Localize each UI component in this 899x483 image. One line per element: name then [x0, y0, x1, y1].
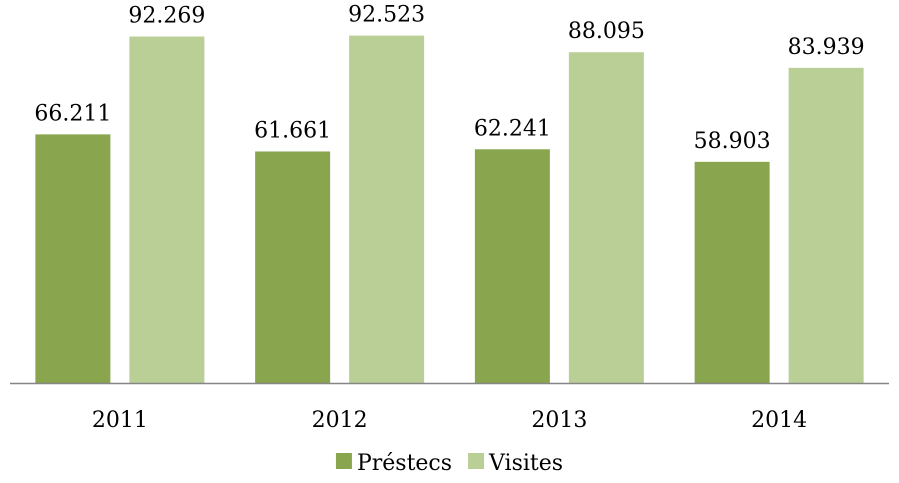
data-label-pr-stecs-2011: 66.211 [34, 101, 111, 126]
legend-item-visites: Visites [468, 451, 563, 476]
data-label-visites-2011: 92.269 [128, 4, 205, 29]
bar-visites-2013 [568, 52, 644, 383]
data-label-visites-2013: 88.095 [568, 19, 645, 44]
legend-swatch-pr-stecs [335, 453, 352, 469]
x-tick-label-2012: 2012 [312, 408, 368, 433]
data-label-pr-stecs-2014: 58.903 [694, 129, 771, 154]
bar-pr-stecs-2014 [694, 161, 770, 383]
data-label-pr-stecs-2012: 61.661 [254, 118, 331, 143]
bar-visites-2012 [349, 35, 425, 383]
x-tick-label-2011: 2011 [92, 408, 148, 433]
legend-label-pr-stecs: Préstecs [357, 451, 452, 476]
x-tick-label-2013: 2013 [531, 408, 587, 433]
bar-pr-stecs-2012 [255, 151, 331, 383]
legend-swatch-visites [468, 453, 485, 469]
legend-label-visites: Visites [488, 451, 563, 476]
bar-pr-stecs-2013 [474, 149, 550, 383]
data-label-pr-stecs-2013: 62.241 [474, 116, 551, 141]
data-label-visites-2014: 83.939 [788, 35, 865, 60]
bars-layer [35, 35, 864, 384]
data-labels-layer: 66.211 92.269 61.661 92.523 62.241 88.095 58.9… [34, 3, 864, 154]
x-tick-label-2014: 2014 [751, 408, 807, 433]
bar-pr-stecs-2011 [35, 134, 111, 383]
legend: Préstecs Visites [335, 451, 563, 476]
bar-visites-2014 [788, 67, 864, 383]
data-label-visites-2012: 92.523 [348, 3, 425, 28]
x-tick-labels: 2011 2012 2013 2014 [92, 408, 807, 433]
bar-visites-2011 [129, 36, 205, 384]
legend-item-pr-stecs: Préstecs [335, 451, 452, 476]
